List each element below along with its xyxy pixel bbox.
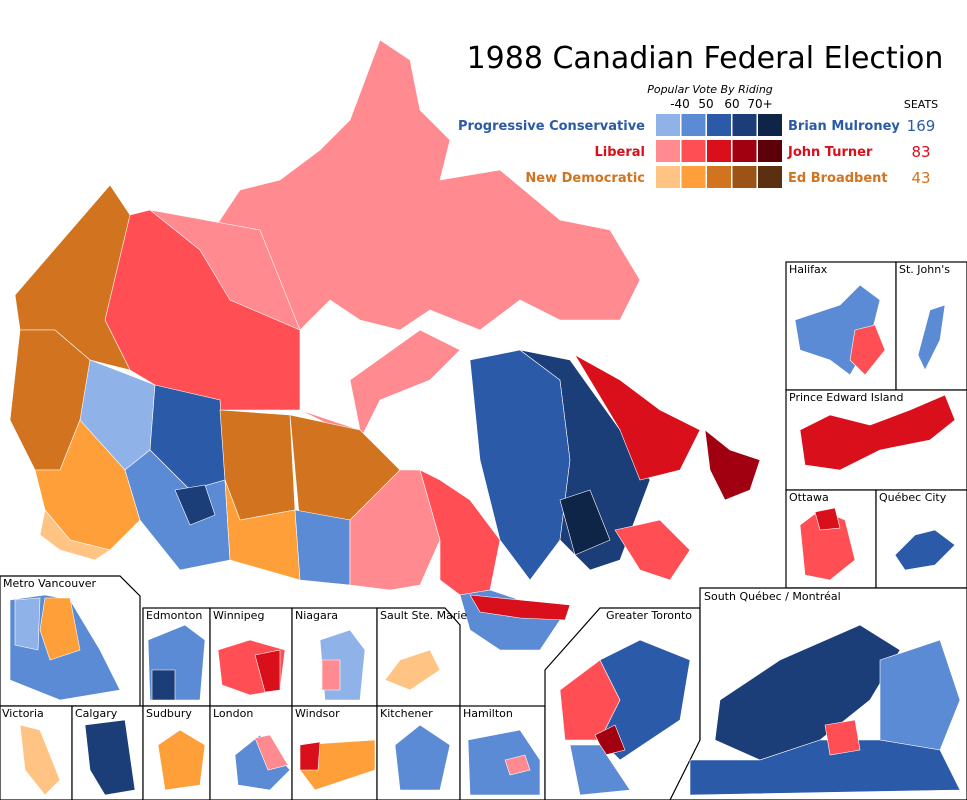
inset-label: Niagara (295, 609, 338, 622)
inset-label: Windsor (295, 707, 340, 720)
canada-map (9, 39, 761, 651)
quebec-northeast (519, 349, 651, 571)
pei-ridings (799, 394, 956, 471)
seat-count: 169 (907, 117, 936, 135)
vancouver-north (14, 597, 41, 651)
inset-label: Calgary (75, 707, 118, 720)
quebec-saguenay (559, 489, 611, 556)
winnipeg-north (254, 649, 281, 693)
legend-swatch (681, 114, 706, 136)
party-leader: Ed Broadbent (788, 171, 888, 186)
stjohns-ridings (917, 304, 946, 371)
legend-swatch (732, 114, 757, 136)
scale-label: 50 (698, 97, 713, 111)
vancouver-ndp (39, 597, 81, 661)
legend-swatch (656, 166, 680, 188)
legend-swatch (707, 114, 731, 136)
seat-count: 43 (911, 169, 930, 187)
montreal-north (714, 624, 901, 761)
inset-label: South Québec / Montréal (704, 590, 841, 603)
kitchener-ridings (394, 724, 451, 791)
ontario-north (349, 469, 441, 591)
inset-label: Winnipeg (213, 609, 264, 622)
party-leader: Brian Mulroney (788, 119, 900, 134)
party-leader: John Turner (787, 145, 873, 160)
scale-label: 60 (724, 97, 739, 111)
quebec-city-ridings (894, 529, 956, 571)
toronto-east (599, 639, 691, 761)
inset-label: St. John's (899, 263, 950, 276)
niagara-liberal (321, 659, 341, 691)
inset-label: Sudbury (146, 707, 192, 720)
edmonton-south (151, 669, 176, 701)
calgary-ridings (84, 719, 136, 796)
title: 1988 Canadian Federal Election (467, 41, 944, 76)
legend-swatch (681, 140, 706, 162)
inset-label: Ottawa (789, 491, 829, 504)
legend-swatch (681, 166, 706, 188)
edmonton-area (174, 484, 216, 526)
inset-label: Prince Edward Island (789, 391, 904, 404)
inset-label: Sault Ste. Marie (380, 609, 467, 622)
toronto-south (569, 744, 631, 796)
quebec-east (879, 639, 961, 751)
hamilton-ridings (467, 729, 541, 796)
legend-swatch (707, 140, 731, 162)
hamilton-centre (504, 754, 531, 776)
scale-label: -40 (670, 97, 690, 111)
legend-swatch (656, 140, 680, 162)
maritimes (614, 519, 691, 581)
london-liberal (254, 734, 289, 771)
inset-label: Metro Vancouver (3, 577, 96, 590)
newfoundland (704, 429, 761, 501)
halifax-liberal (849, 324, 886, 376)
seat-count: 83 (911, 143, 930, 161)
legend-swatch (707, 166, 731, 188)
legend-subtitle: Popular Vote By Riding (647, 83, 773, 96)
ottawa-ridings (799, 509, 856, 581)
inset-label: Greater Toronto (606, 609, 692, 622)
inset-shapes (9, 284, 961, 796)
montreal-south (689, 739, 961, 796)
toronto-corridor (469, 594, 571, 621)
inset-label: Halifax (789, 263, 828, 276)
inset-label: Hamilton (463, 707, 513, 720)
british-columbia-southwest (39, 509, 111, 561)
windsor-west (299, 741, 321, 771)
legend: 1988 Canadian Federal Election Popular Vo… (458, 41, 943, 188)
legend-swatch (732, 166, 757, 188)
party-name: Liberal (594, 145, 645, 160)
legend-swatch (732, 140, 757, 162)
seats-header: SEATS (904, 98, 938, 111)
victoria-ridings (19, 724, 61, 796)
legend-swatch (758, 166, 782, 188)
montreal-liberal (824, 719, 861, 756)
party-name: Progressive Conservative (458, 119, 645, 134)
inset-label: Victoria (2, 707, 44, 720)
sudbury-ridings (157, 729, 206, 791)
legend-swatch (758, 140, 782, 162)
scale-label: 70+ (747, 97, 772, 111)
ottawa-centre (814, 507, 841, 531)
sault-ridings (384, 649, 441, 691)
legend-swatch (656, 114, 680, 136)
labrador (574, 354, 701, 481)
inset-labels: Halifax St. John's Prince Edward Island Ott… (2, 263, 950, 720)
manitoba-south (294, 509, 351, 586)
inset-label: Québec City (879, 491, 947, 504)
inset-label: Edmonton (146, 609, 202, 622)
legend-swatch (758, 114, 782, 136)
party-name: New Democratic (525, 171, 645, 186)
inset-label: Kitchener (380, 707, 433, 720)
inset-label: London (213, 707, 253, 720)
